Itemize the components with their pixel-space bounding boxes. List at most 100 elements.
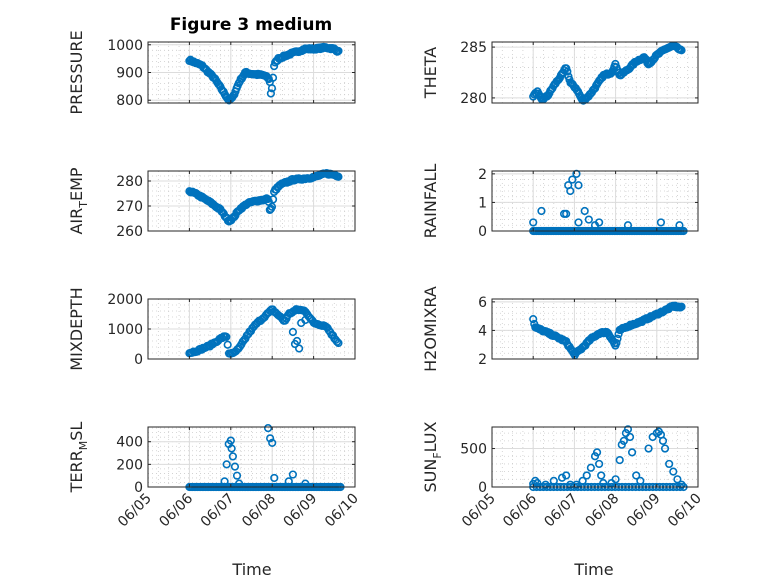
x-tick-label: 06/06 bbox=[156, 490, 196, 530]
y-axis-label: H2OMIXRA bbox=[421, 286, 440, 372]
data-point bbox=[301, 315, 310, 325]
data-point bbox=[677, 46, 686, 55]
data-point bbox=[669, 467, 678, 476]
data-point bbox=[599, 479, 608, 488]
axes-frame bbox=[147, 170, 356, 232]
data-point bbox=[263, 73, 272, 83]
data-point bbox=[332, 337, 342, 346]
x-axis-label-left: Time bbox=[231, 560, 271, 579]
data-point bbox=[266, 89, 275, 98]
data-point bbox=[584, 215, 593, 224]
subplot-4: 0 1 2 RAINFALL bbox=[421, 164, 699, 240]
axes-frame bbox=[491, 298, 699, 360]
y-axis-label: RAINFALL bbox=[421, 164, 440, 239]
data-point bbox=[232, 471, 242, 480]
y-tick-label: 1000 bbox=[107, 38, 143, 54]
x-tick-label: 06/09 bbox=[624, 491, 664, 531]
data-point bbox=[612, 338, 621, 348]
data-point bbox=[627, 448, 637, 457]
data-point bbox=[537, 206, 546, 216]
y-tick-label: 280 bbox=[460, 91, 487, 107]
data-point bbox=[529, 315, 538, 324]
data-point bbox=[268, 438, 277, 447]
y-tick-label: 285 bbox=[460, 40, 487, 56]
y-tick-label: 1 bbox=[478, 195, 487, 211]
y-tick-label: 260 bbox=[116, 224, 143, 240]
data-point bbox=[658, 436, 668, 445]
data-point bbox=[613, 334, 622, 343]
figure-title: Figure 3 medium bbox=[170, 15, 332, 35]
data-point bbox=[568, 175, 577, 184]
subplot-6: 2 4 6 H2OMIXRA bbox=[421, 286, 699, 372]
data-point bbox=[292, 336, 302, 346]
data-point bbox=[268, 195, 278, 204]
y-tick-label: 270 bbox=[116, 199, 143, 215]
y-axis-label: PRESSURE bbox=[67, 30, 86, 114]
data-point bbox=[266, 434, 275, 443]
data-point bbox=[625, 432, 635, 442]
data-point bbox=[615, 455, 624, 465]
data-point bbox=[572, 480, 581, 489]
x-axis-label-right: Time bbox=[573, 560, 613, 579]
subplot-1: 800 900 1000 PRESSURE bbox=[67, 30, 356, 115]
data-point bbox=[580, 206, 589, 216]
data-point bbox=[220, 477, 229, 486]
data-point bbox=[533, 479, 542, 488]
data-point bbox=[582, 471, 591, 480]
data-point bbox=[223, 340, 232, 349]
y-tick-label: 4 bbox=[478, 323, 487, 339]
data-point bbox=[623, 221, 633, 230]
data-point bbox=[563, 67, 572, 76]
y-axis-label: THETA bbox=[421, 47, 440, 99]
data-point bbox=[222, 460, 231, 469]
data-point bbox=[592, 448, 602, 457]
y-axis-label: MIXDEPTH bbox=[67, 287, 86, 370]
data-point bbox=[549, 476, 558, 485]
data-point bbox=[529, 218, 538, 227]
x-tick-label: 06/05 bbox=[459, 491, 499, 531]
y-tick-label: 800 bbox=[116, 93, 143, 109]
data-point bbox=[595, 459, 604, 469]
data-point bbox=[636, 476, 645, 485]
axes-frame bbox=[491, 426, 699, 488]
data-point bbox=[656, 218, 666, 227]
data-point bbox=[677, 480, 686, 489]
x-tick-label: 06/08 bbox=[583, 491, 623, 531]
data-point bbox=[574, 181, 583, 190]
data-point bbox=[267, 84, 277, 93]
data-point bbox=[578, 476, 587, 485]
data-point bbox=[644, 444, 653, 453]
y-tick-label: 2 bbox=[478, 352, 487, 368]
axes-frame bbox=[491, 41, 699, 104]
y-tick-label: 0 bbox=[478, 224, 487, 240]
data-point bbox=[226, 436, 235, 445]
data-point bbox=[675, 221, 684, 230]
data-point bbox=[229, 91, 238, 100]
data-point bbox=[288, 470, 298, 479]
axes-frame bbox=[491, 170, 699, 232]
y-axis-label: AIRTEMP bbox=[67, 167, 90, 234]
x-tick-label: 06/07 bbox=[541, 491, 581, 531]
axes-frame bbox=[147, 426, 356, 488]
data-point bbox=[566, 186, 575, 196]
data-point bbox=[222, 332, 231, 342]
y-tick-label: 2 bbox=[478, 167, 487, 183]
x-tick-label: 06/08 bbox=[239, 491, 279, 531]
y-axis-label: SUNFLUX bbox=[421, 421, 444, 492]
x-tick-label: 06/07 bbox=[198, 491, 238, 531]
y-tick-label: 280 bbox=[116, 174, 143, 190]
y-tick-label: 0 bbox=[134, 480, 143, 496]
data-point bbox=[562, 209, 571, 218]
y-tick-label: 500 bbox=[460, 442, 487, 458]
y-tick-label: 6 bbox=[478, 295, 487, 311]
y-tick-label: 200 bbox=[116, 457, 143, 473]
data-point bbox=[268, 73, 278, 82]
data-point bbox=[611, 475, 620, 484]
y-tick-label: 0 bbox=[134, 352, 143, 368]
x-tick-label: 06/05 bbox=[115, 491, 155, 531]
data-point bbox=[562, 471, 571, 480]
data-point bbox=[623, 425, 633, 434]
y-tick-label: 400 bbox=[116, 435, 143, 451]
y-axis-label: TERRMSL bbox=[67, 422, 90, 494]
